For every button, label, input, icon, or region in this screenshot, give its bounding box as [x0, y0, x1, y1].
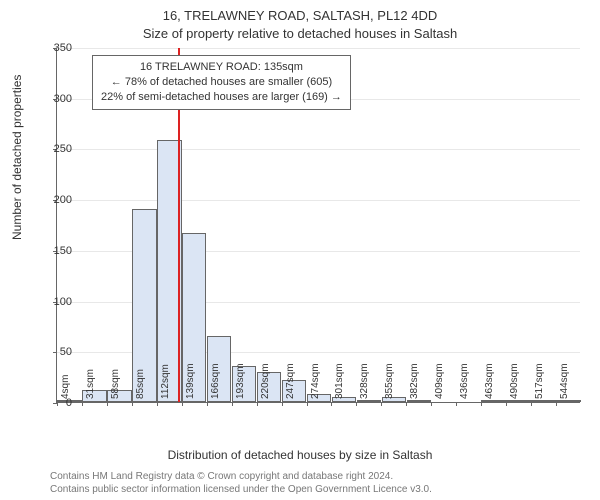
xtick-mark	[307, 402, 308, 406]
xtick-mark	[282, 402, 283, 406]
ytick-label: 0	[42, 397, 72, 409]
x-axis-label: Distribution of detached houses by size …	[0, 448, 600, 462]
xtick-label: 274sqm	[310, 363, 321, 399]
xtick-mark	[381, 402, 382, 406]
chart-container: 16, TRELAWNEY ROAD, SALTASH, PL12 4DD Si…	[0, 0, 600, 500]
xtick-mark	[331, 402, 332, 406]
histogram-bar	[556, 400, 580, 402]
histogram-bar	[506, 400, 530, 402]
xtick-label: 220sqm	[260, 363, 271, 399]
footer-line1: Contains HM Land Registry data © Crown c…	[50, 470, 432, 483]
xtick-mark	[556, 402, 557, 406]
annotation-line2: ← 78% of detached houses are smaller (60…	[101, 75, 342, 90]
footer-line2: Contains public sector information licen…	[50, 483, 432, 496]
xtick-mark	[506, 402, 507, 406]
xtick-label: 409sqm	[434, 363, 445, 399]
ytick-label: 200	[42, 194, 72, 206]
xtick-mark	[431, 402, 432, 406]
xtick-label: 517sqm	[534, 363, 545, 399]
xtick-mark	[182, 402, 183, 406]
ytick-label: 50	[42, 346, 72, 358]
xtick-mark	[232, 402, 233, 406]
xtick-label: 31sqm	[85, 369, 96, 399]
xtick-mark	[132, 402, 133, 406]
xtick-mark	[356, 402, 357, 406]
grid-line	[57, 48, 580, 49]
xtick-mark	[107, 402, 108, 406]
xtick-label: 166sqm	[210, 363, 221, 399]
ytick-label: 150	[42, 245, 72, 257]
xtick-label: 355sqm	[384, 363, 395, 399]
xtick-label: 193sqm	[235, 363, 246, 399]
ytick-label: 300	[42, 93, 72, 105]
annotation-box: 16 TRELAWNEY ROAD: 135sqm← 78% of detach…	[92, 55, 351, 110]
xtick-mark	[207, 402, 208, 406]
footer-attribution: Contains HM Land Registry data © Crown c…	[50, 470, 432, 496]
xtick-label: 85sqm	[135, 369, 146, 399]
chart-subtitle: Size of property relative to detached ho…	[0, 26, 600, 41]
xtick-label: 301sqm	[334, 363, 345, 399]
xtick-label: 139sqm	[185, 363, 196, 399]
chart-title-address: 16, TRELAWNEY ROAD, SALTASH, PL12 4DD	[0, 8, 600, 23]
xtick-label: 112sqm	[160, 364, 171, 399]
xtick-label: 382sqm	[409, 363, 420, 399]
annotation-line3: 22% of semi-detached houses are larger (…	[101, 90, 342, 105]
xtick-label: 463sqm	[484, 363, 495, 399]
plot-area: 4sqm 31sqm 58sqm 85sqm 112sqm 139sqm 166sqm 193…	[56, 48, 580, 403]
histogram-bar	[407, 400, 431, 402]
xtick-label: 58sqm	[110, 369, 121, 399]
xtick-label: 544sqm	[559, 363, 570, 399]
xtick-label: 436sqm	[459, 363, 470, 399]
xtick-mark	[257, 402, 258, 406]
ytick-label: 250	[42, 143, 72, 155]
ytick-label: 350	[42, 42, 72, 54]
histogram-bar	[481, 400, 505, 402]
xtick-mark	[481, 402, 482, 406]
xtick-label: 247sqm	[285, 363, 296, 399]
xtick-label: 4sqm	[60, 375, 71, 399]
histogram-bar	[357, 400, 381, 402]
ytick-label: 100	[42, 296, 72, 308]
xtick-mark	[456, 402, 457, 406]
xtick-mark	[157, 402, 158, 406]
grid-line	[57, 149, 580, 150]
xtick-mark	[531, 402, 532, 406]
xtick-mark	[406, 402, 407, 406]
xtick-label: 328sqm	[359, 363, 370, 399]
y-axis-label: Number of detached properties	[10, 75, 24, 240]
histogram-bar	[531, 400, 555, 402]
xtick-label: 490sqm	[509, 363, 520, 399]
grid-line	[57, 200, 580, 201]
annotation-line1: 16 TRELAWNEY ROAD: 135sqm	[101, 60, 342, 75]
xtick-mark	[82, 402, 83, 406]
